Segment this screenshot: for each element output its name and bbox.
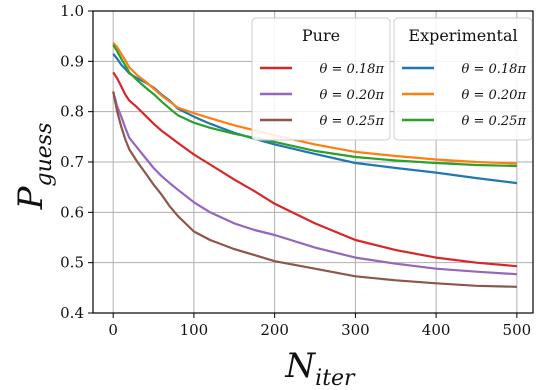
x-tick-label: 500 bbox=[503, 321, 532, 339]
legend-entry-label: θ = 0.18π bbox=[320, 62, 385, 77]
ticks: 0 100 200 300 400 500 0.4 0.5 0.6 0.7 0.8 0.9 1.0 bbox=[60, 2, 531, 339]
legend-entry-label: θ = 0.20π bbox=[462, 88, 527, 103]
x-axis-title-sub: iter bbox=[315, 366, 356, 390]
y-tick-label: 0.8 bbox=[60, 103, 84, 121]
x-axis-title-main: N bbox=[284, 346, 316, 386]
y-tick-label: 0.9 bbox=[60, 52, 84, 70]
y-tick-label: 1.0 bbox=[60, 2, 84, 20]
y-axis-title: Pguess bbox=[11, 123, 57, 211]
series-line-1 bbox=[112, 91, 517, 276]
legend-entry-label: θ = 0.25π bbox=[320, 114, 385, 129]
legend-experimental: Experimental θ = 0.18π θ = 0.20π θ = 0.25π bbox=[393, 17, 533, 141]
legend-experimental-box bbox=[393, 17, 533, 141]
series-line-0 bbox=[112, 71, 517, 268]
y-tick-label: 0.5 bbox=[60, 254, 84, 272]
y-tick-label: 0.4 bbox=[60, 304, 84, 322]
legend-experimental-title: Experimental bbox=[408, 26, 517, 45]
x-tick-label: 0 bbox=[108, 321, 118, 339]
y-tick-label: 0.7 bbox=[60, 153, 84, 171]
legend-pure-box bbox=[251, 17, 391, 141]
y-tick-label: 0.6 bbox=[60, 203, 84, 221]
series-layer bbox=[112, 41, 518, 288]
series-line-3 bbox=[112, 53, 518, 185]
legend-pure-title: Pure bbox=[302, 26, 340, 45]
x-tick-label: 100 bbox=[180, 321, 209, 339]
x-axis-title: Niter bbox=[284, 346, 356, 390]
legend-entry-label: θ = 0.20π bbox=[320, 88, 385, 103]
x-tick-label: 300 bbox=[341, 321, 370, 339]
y-axis-title-sub: guess bbox=[32, 123, 57, 187]
series-line-5 bbox=[112, 44, 517, 168]
y-axis-title-main: P bbox=[11, 185, 51, 210]
x-tick-label: 400 bbox=[422, 321, 451, 339]
series-line-2 bbox=[112, 91, 517, 288]
series-line-4 bbox=[112, 41, 517, 165]
legend-entry-label: θ = 0.25π bbox=[462, 114, 527, 129]
x-tick-label: 200 bbox=[260, 321, 289, 339]
legend-pure: Pure θ = 0.18π θ = 0.20π θ = 0.25π bbox=[251, 17, 391, 141]
legend-entry-label: θ = 0.18π bbox=[462, 62, 527, 77]
